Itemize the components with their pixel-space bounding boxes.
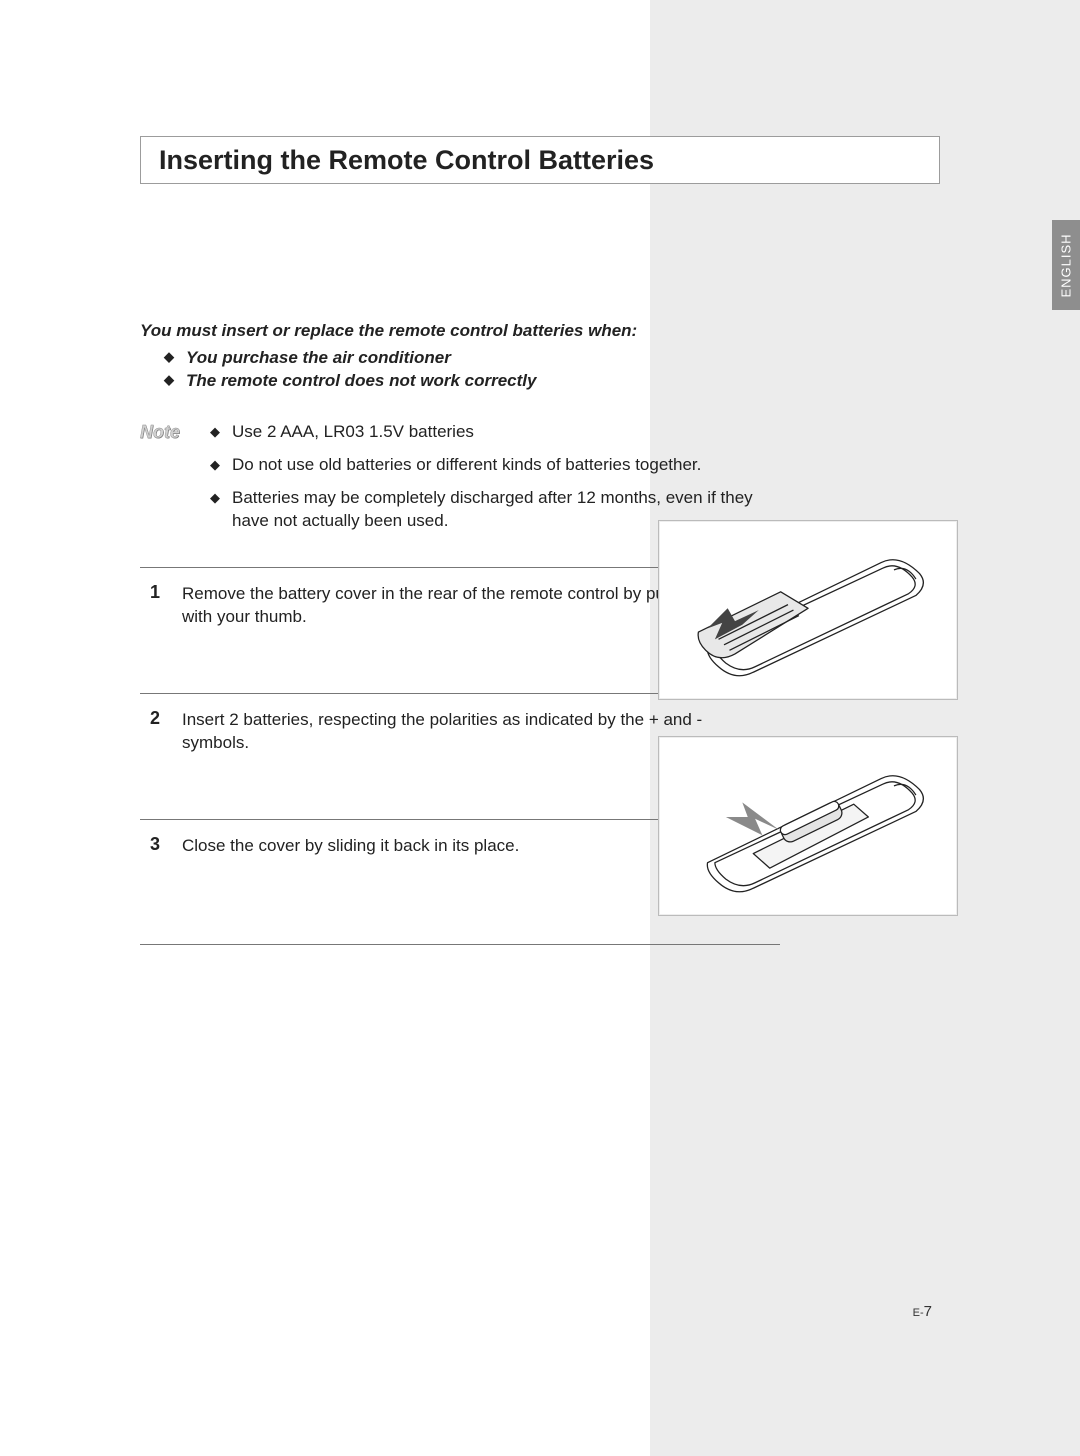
intro-lead: You must insert or replace the remote co…: [140, 320, 780, 343]
figure-insert-batteries: [658, 736, 958, 916]
step-text: Close the cover by sliding it back in it…: [182, 834, 559, 944]
intro-item: The remote control does not work correct…: [186, 370, 780, 393]
note-label: Note: [140, 421, 192, 543]
page-number-value: 7: [924, 1303, 932, 1320]
page-number: E-7: [913, 1303, 932, 1320]
language-tab: ENGLISH: [1052, 220, 1080, 310]
step-number: 2: [140, 708, 160, 819]
remote-cover-illustration: [671, 537, 945, 683]
intro-item: You purchase the air conditioner: [186, 347, 780, 370]
step-number: 1: [140, 582, 160, 693]
figure-remove-cover: [658, 520, 958, 700]
language-tab-label: ENGLISH: [1059, 233, 1074, 297]
note-item: Use 2 AAA, LR03 1.5V batteries: [210, 421, 780, 444]
title-bar: Inserting the Remote Control Batteries: [140, 136, 940, 184]
step-number: 3: [140, 834, 160, 944]
remote-batteries-illustration: [671, 753, 945, 899]
page-title: Inserting the Remote Control Batteries: [159, 145, 654, 176]
intro-list: You purchase the air conditioner The rem…: [140, 347, 780, 393]
page-number-prefix: E-: [913, 1307, 924, 1319]
note-item: Do not use old batteries or different ki…: [210, 454, 780, 477]
